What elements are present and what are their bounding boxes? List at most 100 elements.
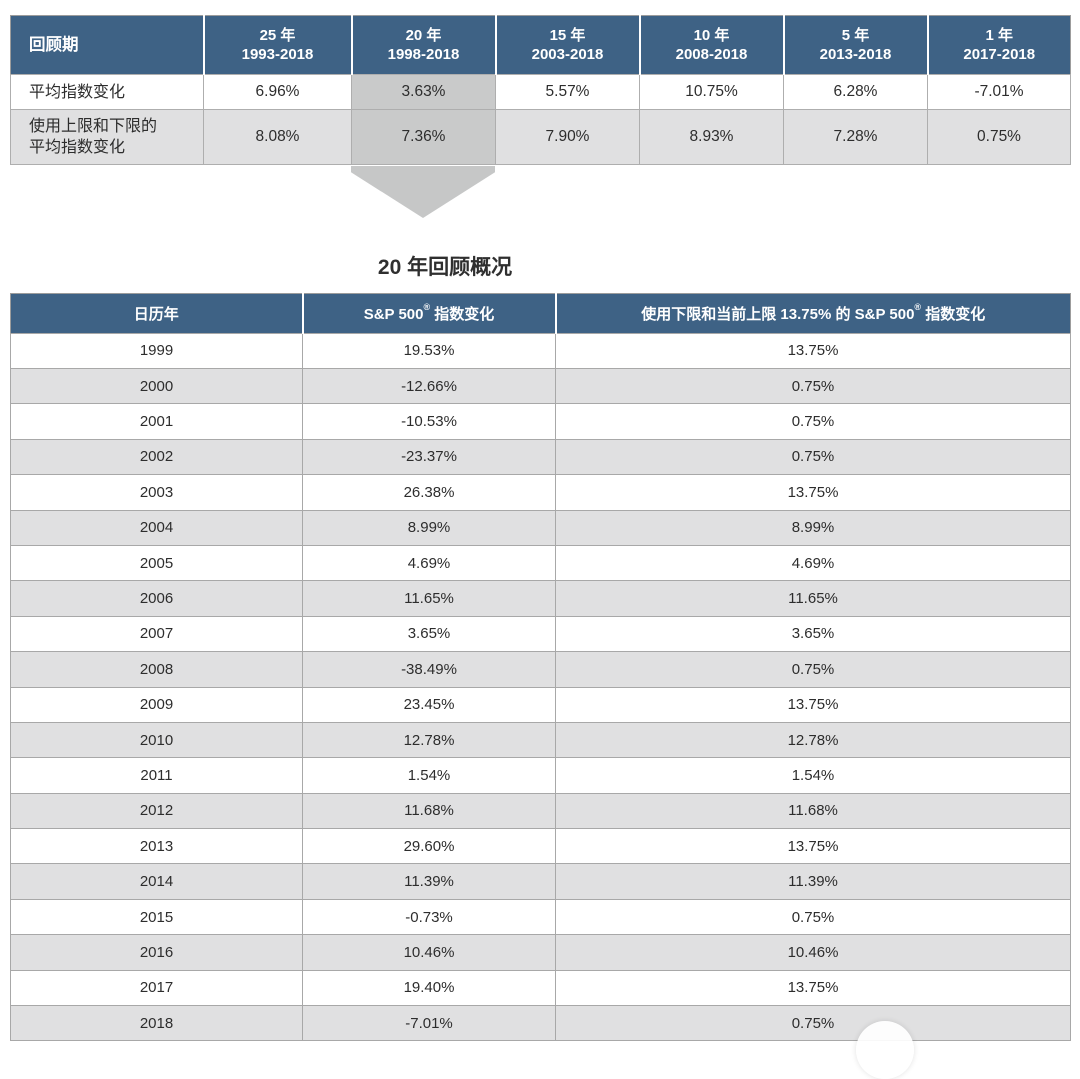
sp500-change-cell: 12.78% [302,721,556,759]
header-text: S&P 500 [363,305,424,323]
year-cell: 2002 [10,438,303,476]
summary-row: 2001 -10.53% 0.75% [10,403,1071,440]
year-cell: 2009 [10,686,303,723]
row-label-line: 使用上限和下限的 [29,118,158,135]
summary-row: 2013 29.60% 13.75% [10,828,1071,865]
period-header-10y: 10 年 2008-2018 [638,15,784,75]
capped-change-cell: 0.75% [555,438,1071,476]
period-header-25y: 25 年 1993-2018 [202,15,352,75]
year-cell: 2010 [10,721,303,759]
period-years-label: 15 年 [549,27,586,44]
period-years-label: 25 年 [259,27,296,44]
capped-change-cell: 11.68% [555,792,1071,830]
lookback-row-avg-change: 平均指数变化 6.96% 3.63% 5.57% 10.75% 6.28% -7… [10,74,1071,110]
registered-mark: ® [423,301,431,312]
capped-change-cell: 0.75% [555,403,1071,440]
period-range-label: 2017-2018 [963,46,1036,63]
sp500-change-cell: 1.54% [302,757,556,794]
year-cell: 2005 [10,544,303,582]
period-range-label: 1993-2018 [241,46,314,63]
capped-change-cell: 11.65% [555,580,1071,617]
period-range-label: 2008-2018 [675,46,748,63]
summary-row: 2015 -0.73% 0.75% [10,898,1071,936]
lookback-table: 回顾期 25 年 1993-2018 20 年 1998-2018 15 年 2… [10,15,1071,165]
capped-change-cell: 0.75% [555,898,1071,936]
summary-row: 2007 3.65% 3.65% [10,615,1071,653]
section-title: 20 年回顾概况 [377,256,513,279]
header-text: 指数变化 [921,305,986,323]
col-header-sp500-change: S&P 500® 指数变化 [301,293,556,334]
value-cell: 10.75% [639,74,784,110]
value-cell: 0.75% [927,109,1071,165]
sp500-change-cell: 23.45% [302,686,556,723]
summary-row: 2017 19.40% 13.75% [10,969,1071,1007]
summary-table: 日历年 S&P 500® 指数变化 使用下限和当前上限 13.75% 的 S&P… [10,293,1071,1042]
period-range-label: 2003-2018 [531,46,604,63]
year-cell: 2003 [10,474,303,511]
capped-change-cell: 13.75% [555,969,1071,1007]
year-cell: 2013 [10,828,303,865]
capped-change-cell: 4.69% [555,544,1071,582]
year-cell: 2018 [10,1005,303,1042]
summary-row: 2003 26.38% 13.75% [10,474,1071,511]
period-header-20y: 20 年 1998-2018 [350,15,496,75]
sp500-change-cell: 11.39% [302,863,556,900]
lookback-header-row: 回顾期 25 年 1993-2018 20 年 1998-2018 15 年 2… [10,15,1071,75]
summary-row: 2018 -7.01% 0.75% [10,1005,1071,1042]
capped-change-cell: 3.65% [555,615,1071,653]
year-cell: 2008 [10,651,303,688]
sp500-change-cell: -7.01% [302,1005,556,1042]
value-cell: 7.28% [783,109,928,165]
lookback-corner-header: 回顾期 [10,15,204,75]
period-years-label: 5 年 [841,27,870,44]
row-label-line: 平均指数变化 [29,139,126,156]
period-years-label: 1 年 [985,27,1013,44]
summary-row: 2002 -23.37% 0.75% [10,438,1071,476]
year-cell: 2017 [10,969,303,1007]
col-header-capped-change: 使用下限和当前上限 13.75% 的 S&P 500® 指数变化 [554,293,1071,334]
sp500-change-cell: -23.37% [302,438,556,476]
sp500-change-cell: 29.60% [302,828,556,865]
summary-row: 2005 4.69% 4.69% [10,544,1071,582]
value-cell: 7.90% [495,109,640,165]
summary-row: 2004 8.99% 8.99% [10,509,1071,546]
sp500-change-cell: 11.68% [302,792,556,830]
header-text: 指数变化 [430,305,495,323]
capped-change-cell: 8.99% [555,509,1071,546]
capped-change-cell: 12.78% [555,721,1071,759]
floating-widget[interactable] [856,1021,914,1079]
year-cell: 2001 [10,403,303,440]
summary-row: 2016 10.46% 10.46% [10,934,1071,971]
sp500-change-cell: 19.53% [302,332,556,369]
header-text: 使用下限和当前上限 13.75% 的 S&P 500 [641,305,915,323]
year-cell: 2016 [10,934,303,971]
year-cell: 2006 [10,580,303,617]
capped-change-cell: 10.46% [555,934,1071,971]
year-cell: 2007 [10,615,303,653]
value-cell-highlighted: 3.63% [351,74,496,110]
summary-row: 2009 23.45% 13.75% [10,686,1071,723]
sp500-change-cell: 3.65% [302,615,556,653]
sp500-change-cell: -38.49% [302,651,556,688]
year-cell: 2014 [10,863,303,900]
sp500-change-cell: -0.73% [302,898,556,936]
sp500-change-cell: 26.38% [302,474,556,511]
period-header-15y: 15 年 2003-2018 [494,15,640,75]
capped-change-cell: 0.75% [555,367,1071,405]
sp500-change-cell: 19.40% [302,969,556,1007]
col-header-calendar-year: 日历年 [10,293,303,334]
highlight-arrow-down-icon [351,166,495,218]
summary-row: 2014 11.39% 11.39% [10,863,1071,900]
sp500-change-cell: 4.69% [302,544,556,582]
summary-row: 2008 -38.49% 0.75% [10,651,1071,688]
value-cell-highlighted: 7.36% [351,109,496,165]
capped-change-cell: 13.75% [555,828,1071,865]
value-cell: -7.01% [927,74,1071,110]
summary-row: 1999 19.53% 13.75% [10,332,1071,369]
capped-change-cell: 13.75% [555,686,1071,723]
sp500-change-cell: 8.99% [302,509,556,546]
capped-change-cell: 13.75% [555,474,1071,511]
period-years-label: 10 年 [693,27,730,44]
row-label: 使用上限和下限的 平均指数变化 [10,109,204,165]
capped-change-cell: 11.39% [555,863,1071,900]
